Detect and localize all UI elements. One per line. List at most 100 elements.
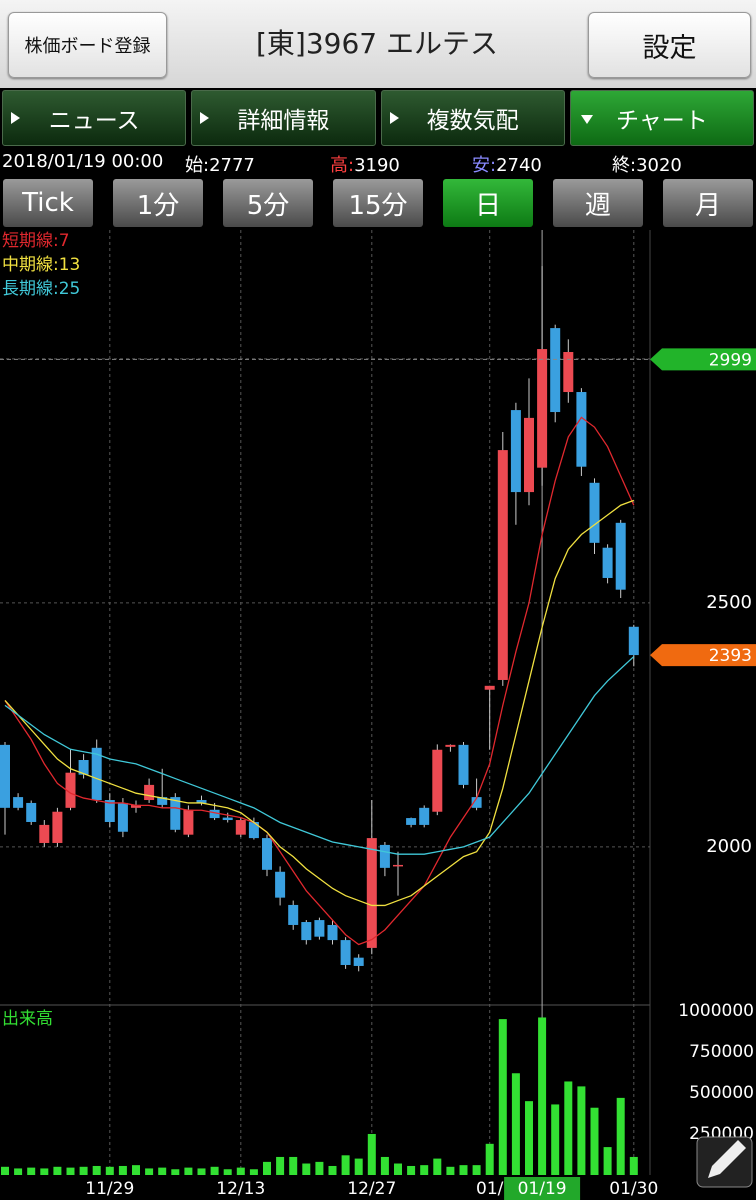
volume-bar [616,1097,625,1175]
volume-bar [171,1169,180,1175]
volume-bar [485,1143,494,1175]
moving-average-line [4,416,635,946]
candle-body [510,410,521,493]
low-info: 安:2740 [472,151,542,177]
page-title: [東]3967 エルテス [255,27,498,60]
candle-body [13,797,24,808]
candle-body [183,809,194,835]
draw-tool-button[interactable] [696,1136,753,1188]
top-bar: 株価ボード登録 [東]3967 エルテス 設定 [0,0,756,88]
price-tag-label: 2393 [709,646,752,666]
candle-body [157,797,168,805]
volume-label: 出来高 [2,1009,53,1029]
volume-bar [197,1168,206,1175]
datetime: 2018/01/19 00:00 [2,151,164,172]
period-button[interactable]: 1分 [113,179,203,227]
volume-bar [551,1104,560,1175]
volume-bar [420,1165,429,1175]
x-axis-band [0,1175,756,1200]
period-button[interactable]: 15分 [333,179,423,227]
volume-bar [472,1165,481,1175]
candle-body [563,352,574,393]
tab-bar: ニュース 詳細情報 複数気配 チャート [0,88,756,148]
pencil-icon [708,1140,746,1178]
y-tick-label: 2500 [706,592,752,613]
high-value: 3190 [354,155,400,176]
volume-bar [603,1147,612,1175]
tab[interactable]: 複数気配 [380,90,565,146]
high-label: 高: [330,155,355,176]
period-button[interactable]: 月 [663,179,753,227]
volume-tick-label: 250000 [689,1124,754,1144]
candle-body [91,747,102,801]
candle-body [628,626,639,656]
volume-bar [302,1163,311,1175]
period-button[interactable]: 日 [443,179,533,227]
y-tick-label: 3000 [706,348,752,369]
volume-bar [118,1165,127,1175]
volume-bar [433,1158,442,1175]
open-value: 2777 [209,155,255,176]
candle-body [209,809,220,819]
candle-body [65,772,76,808]
volume-bar [66,1167,75,1175]
candle-body [170,797,181,830]
volume-bar [236,1167,245,1175]
x-tick-label: 12/27 [347,1179,396,1199]
candle-body [26,802,37,822]
candle-body [52,811,63,843]
volume-bar [210,1166,219,1175]
volume-bar [105,1166,114,1175]
tab[interactable]: ニュース [2,90,187,146]
close-value: 3020 [636,155,682,176]
candle-body [275,871,286,898]
candle-body [288,904,299,925]
volume-bar [289,1156,298,1175]
close-label: 終: [612,155,637,176]
volume-bar [590,1107,599,1175]
candle-body [615,522,626,590]
settings-button[interactable]: 設定 [588,12,751,78]
low-label: 安: [472,155,497,176]
volume-bar [407,1165,416,1175]
volume-bar [53,1166,62,1175]
candle-body [39,824,50,843]
moving-average-line [4,656,635,855]
price-info: 2018/01/19 00:00 始:2777 高:3190 安:2740 終:… [0,150,756,176]
volume-bar [223,1169,232,1175]
volume-bar [446,1166,455,1175]
candle-body [406,818,417,825]
open-label: 始: [185,155,210,176]
candle-body [314,920,325,937]
tab[interactable]: 詳細情報 [191,90,376,146]
volume-bar [354,1158,363,1175]
volume-bar [14,1168,23,1175]
volume-tick-label: 1000000 [678,1001,754,1021]
volume-bar [328,1165,337,1175]
volume-bar [564,1081,573,1175]
candle-body [576,392,587,467]
period-button[interactable]: Tick [3,179,93,227]
volume-bar [380,1156,389,1175]
volume-bar [276,1156,285,1175]
y-tick-label: 2000 [706,836,752,857]
chart-background [0,229,756,1200]
candle-body [393,864,403,867]
candle-body [262,838,272,870]
register-button[interactable]: 株価ボード登録 [8,12,167,78]
candle-body [104,800,115,822]
open-info: 始:2777 [185,151,255,177]
period-button[interactable]: 5分 [223,179,313,227]
candle-body [524,417,534,493]
volume-bar [367,1133,376,1175]
candle-body [537,349,548,468]
volume-bar [132,1165,140,1175]
candle-body [550,328,561,413]
candle-body [340,940,351,965]
candle-body [131,804,141,808]
volume-bar [511,1073,520,1175]
tab[interactable]: チャート [569,90,754,146]
moving-average-line [4,499,635,907]
period-button[interactable]: 週 [553,179,643,227]
